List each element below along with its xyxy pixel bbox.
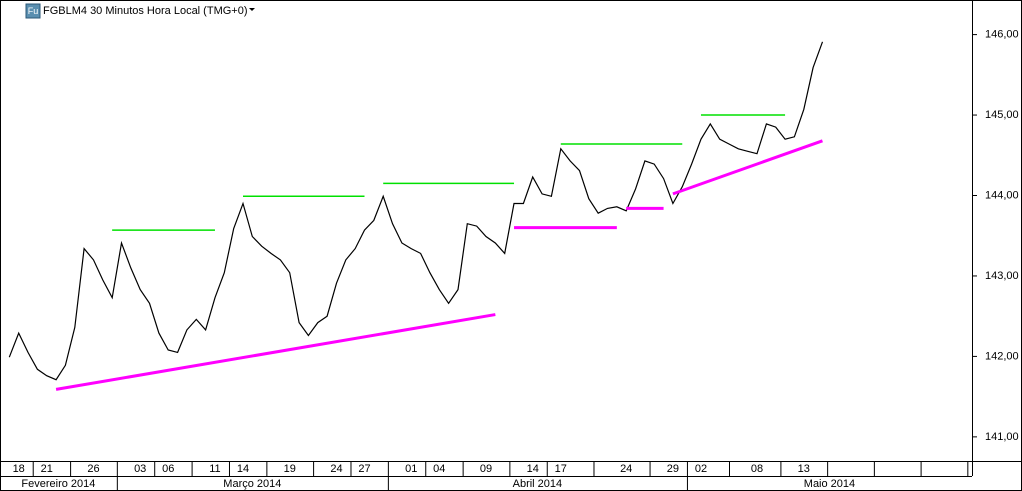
y-tick-label: 145,00 bbox=[985, 109, 1019, 121]
y-tick-label: 144,00 bbox=[985, 189, 1019, 201]
x-tick-label: 17 bbox=[555, 463, 567, 475]
chart-title[interactable]: FGBLM4 30 Minutos Hora Local (TMG+0) bbox=[43, 5, 248, 17]
x-tick-label: 11 bbox=[209, 463, 220, 475]
month-label: Abril 2014 bbox=[513, 478, 563, 490]
x-tick-label: 18 bbox=[13, 463, 25, 475]
price-line bbox=[8, 41, 824, 381]
x-tick-label: 08 bbox=[751, 463, 763, 475]
month-label: Março 2014 bbox=[223, 478, 281, 490]
y-tick-label: 146,00 bbox=[985, 29, 1019, 41]
x-tick-label: 06 bbox=[162, 463, 174, 475]
x-tick-label: 26 bbox=[87, 463, 99, 475]
x-tick-label: 29 bbox=[667, 463, 679, 475]
symbol-icon[interactable] bbox=[25, 3, 41, 19]
y-tick-label: 143,00 bbox=[985, 270, 1019, 282]
x-tick-label: 01 bbox=[405, 463, 417, 475]
x-tick-label: 02 bbox=[695, 463, 707, 475]
x-tick-label: 19 bbox=[284, 463, 296, 475]
y-tick-label: 141,00 bbox=[985, 431, 1019, 443]
icon-text: Fu bbox=[28, 6, 39, 16]
month-label: Fevereiro 2014 bbox=[21, 478, 95, 490]
trend-line bbox=[672, 139, 823, 196]
x-tick-label: 13 bbox=[798, 463, 810, 475]
trend-line bbox=[55, 313, 496, 391]
x-tick-label: 14 bbox=[527, 463, 539, 475]
y-tick-label: 142,00 bbox=[985, 350, 1019, 362]
x-tick-label: 14 bbox=[237, 463, 249, 475]
x-tick-label: 09 bbox=[480, 463, 492, 475]
x-tick-label: 24 bbox=[620, 463, 632, 475]
x-tick-label: 04 bbox=[433, 463, 445, 475]
dropdown-arrow[interactable] bbox=[249, 8, 255, 11]
month-label: Maio 2014 bbox=[804, 478, 855, 490]
x-tick-label: 21 bbox=[41, 463, 53, 475]
x-tick-label: 24 bbox=[330, 463, 342, 475]
x-tick-label: 27 bbox=[358, 463, 370, 475]
x-tick-label: 03 bbox=[134, 463, 146, 475]
